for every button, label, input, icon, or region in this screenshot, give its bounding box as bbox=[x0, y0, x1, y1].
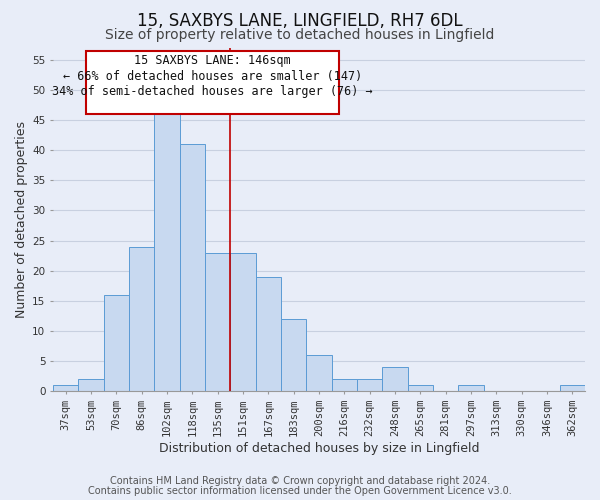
Bar bbox=[154, 114, 180, 392]
Bar bbox=[357, 379, 382, 392]
Text: Contains public sector information licensed under the Open Government Licence v3: Contains public sector information licen… bbox=[88, 486, 512, 496]
Bar bbox=[180, 144, 205, 392]
Text: Size of property relative to detached houses in Lingfield: Size of property relative to detached ho… bbox=[106, 28, 494, 42]
Y-axis label: Number of detached properties: Number of detached properties bbox=[15, 121, 28, 318]
Bar bbox=[79, 379, 104, 392]
Bar bbox=[332, 379, 357, 392]
Bar bbox=[230, 252, 256, 392]
Text: 15 SAXBYS LANE: 146sqm: 15 SAXBYS LANE: 146sqm bbox=[134, 54, 291, 66]
Bar bbox=[129, 246, 154, 392]
FancyBboxPatch shape bbox=[86, 50, 339, 114]
Bar bbox=[53, 386, 79, 392]
X-axis label: Distribution of detached houses by size in Lingfield: Distribution of detached houses by size … bbox=[159, 442, 479, 455]
Bar bbox=[458, 386, 484, 392]
Bar bbox=[104, 295, 129, 392]
Bar bbox=[281, 319, 307, 392]
Text: 34% of semi-detached houses are larger (76) →: 34% of semi-detached houses are larger (… bbox=[52, 86, 373, 98]
Text: 15, SAXBYS LANE, LINGFIELD, RH7 6DL: 15, SAXBYS LANE, LINGFIELD, RH7 6DL bbox=[137, 12, 463, 30]
Text: Contains HM Land Registry data © Crown copyright and database right 2024.: Contains HM Land Registry data © Crown c… bbox=[110, 476, 490, 486]
Bar bbox=[307, 355, 332, 392]
Bar bbox=[382, 367, 407, 392]
Bar bbox=[256, 276, 281, 392]
Text: ← 66% of detached houses are smaller (147): ← 66% of detached houses are smaller (14… bbox=[63, 70, 362, 83]
Bar bbox=[407, 386, 433, 392]
Bar bbox=[560, 386, 585, 392]
Bar bbox=[205, 252, 230, 392]
